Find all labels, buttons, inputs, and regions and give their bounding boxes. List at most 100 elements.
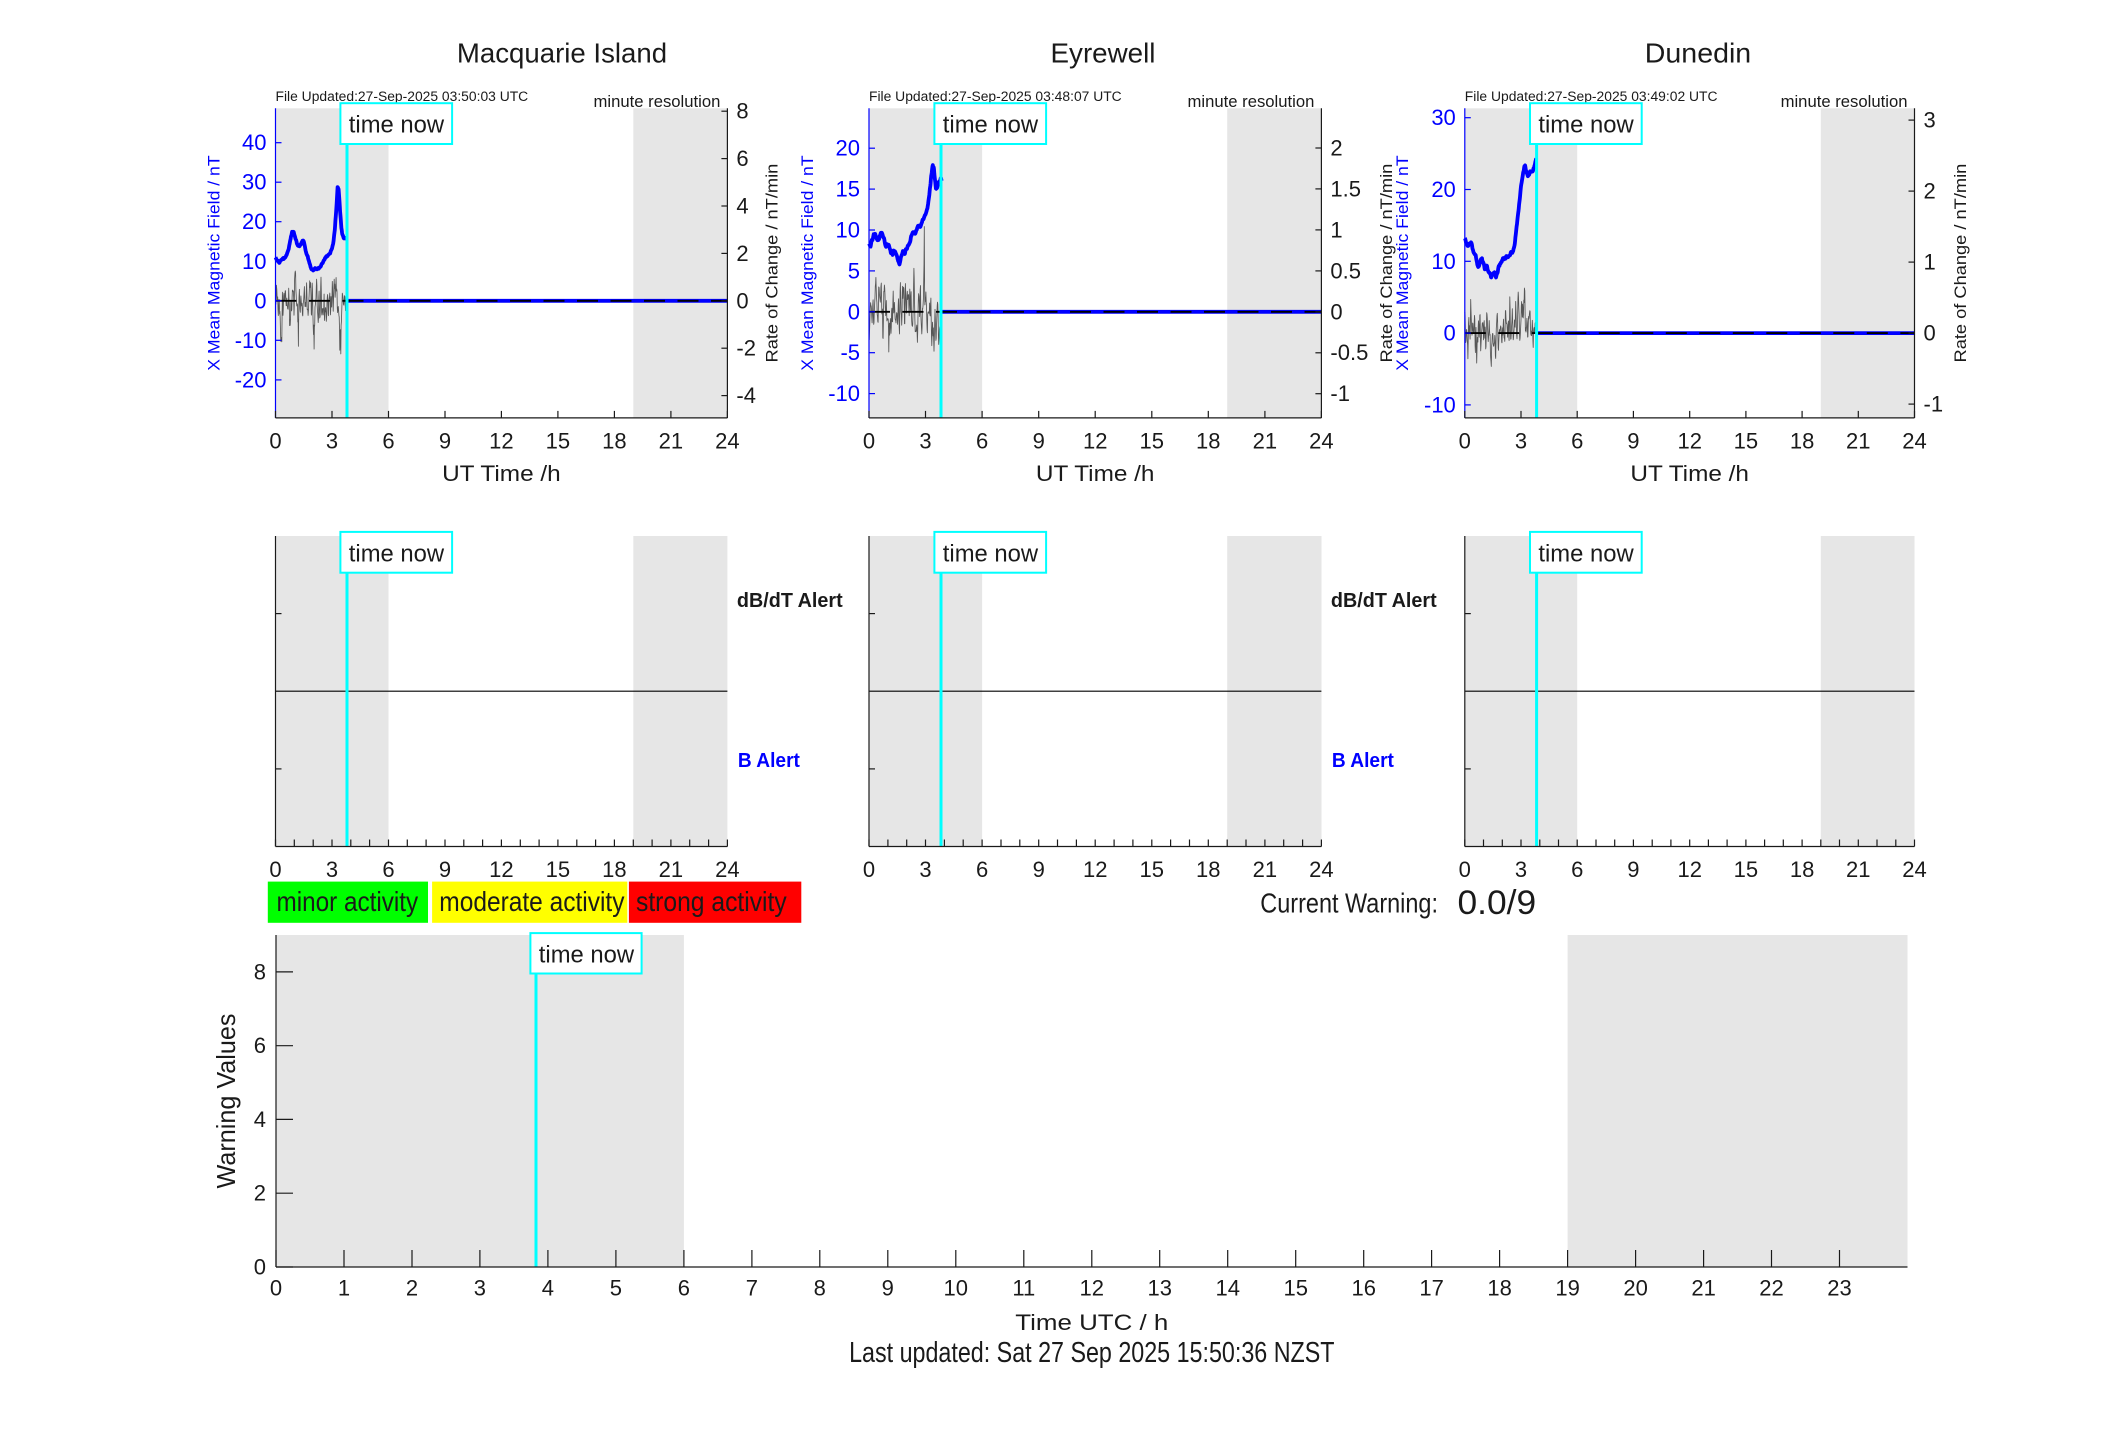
- svg-text:15: 15: [546, 857, 570, 882]
- svg-text:3: 3: [919, 857, 931, 882]
- svg-text:0: 0: [269, 428, 281, 453]
- svg-text:Rate of Change / nT/min: Rate of Change / nT/min: [764, 164, 782, 363]
- svg-text:15: 15: [1140, 428, 1164, 453]
- svg-text:21: 21: [1253, 428, 1277, 453]
- svg-text:14: 14: [1215, 1276, 1239, 1301]
- svg-text:1: 1: [1924, 250, 1936, 275]
- svg-text:10: 10: [836, 218, 860, 243]
- svg-text:-10: -10: [235, 328, 267, 353]
- svg-text:5: 5: [610, 1276, 622, 1301]
- svg-text:0.5: 0.5: [1330, 258, 1361, 283]
- svg-text:30: 30: [1431, 105, 1455, 130]
- svg-text:20: 20: [242, 209, 266, 234]
- svg-text:20: 20: [836, 136, 860, 161]
- svg-text:6: 6: [254, 1033, 266, 1058]
- svg-text:12: 12: [1083, 428, 1107, 453]
- svg-text:7: 7: [746, 1276, 758, 1301]
- svg-text:-10: -10: [828, 381, 860, 406]
- svg-text:5: 5: [848, 258, 860, 283]
- svg-text:time now: time now: [943, 112, 1039, 139]
- svg-text:0: 0: [1924, 321, 1936, 346]
- svg-text:3: 3: [474, 1276, 486, 1301]
- svg-text:B Alert: B Alert: [1332, 750, 1394, 772]
- svg-text:0: 0: [863, 857, 875, 882]
- svg-text:-1: -1: [1330, 381, 1350, 406]
- svg-text:21: 21: [1253, 857, 1277, 882]
- svg-text:30: 30: [242, 170, 266, 195]
- svg-text:23: 23: [1827, 1276, 1851, 1301]
- svg-text:time now: time now: [943, 540, 1039, 567]
- svg-text:18: 18: [1790, 428, 1814, 453]
- svg-text:12: 12: [1677, 428, 1701, 453]
- svg-text:time now: time now: [349, 112, 445, 139]
- svg-text:0: 0: [863, 428, 875, 453]
- svg-text:20: 20: [1623, 1276, 1647, 1301]
- svg-text:18: 18: [1196, 857, 1220, 882]
- svg-text:-2: -2: [736, 336, 756, 361]
- svg-text:12: 12: [1083, 857, 1107, 882]
- svg-text:0: 0: [254, 1255, 266, 1280]
- svg-text:6: 6: [382, 428, 394, 453]
- svg-text:11: 11: [1012, 1276, 1035, 1301]
- svg-text:10: 10: [242, 249, 266, 274]
- svg-text:-0.5: -0.5: [1330, 340, 1368, 365]
- svg-text:0: 0: [1459, 857, 1471, 882]
- svg-text:9: 9: [882, 1276, 894, 1301]
- svg-text:Warning Values: Warning Values: [211, 1014, 241, 1189]
- svg-text:15: 15: [546, 428, 570, 453]
- svg-text:8: 8: [736, 99, 748, 124]
- svg-text:18: 18: [602, 428, 626, 453]
- svg-text:0: 0: [1330, 299, 1342, 324]
- svg-text:22: 22: [1759, 1276, 1783, 1301]
- svg-text:6: 6: [1571, 428, 1583, 453]
- svg-text:21: 21: [659, 428, 683, 453]
- svg-text:6: 6: [382, 857, 394, 882]
- svg-text:0.0/9: 0.0/9: [1458, 884, 1537, 922]
- svg-text:Rate of Change / nT/min: Rate of Change / nT/min: [1952, 164, 1970, 363]
- svg-text:1: 1: [1330, 217, 1342, 242]
- svg-text:6: 6: [976, 857, 988, 882]
- svg-text:9: 9: [1033, 857, 1045, 882]
- svg-text:0: 0: [736, 288, 748, 313]
- svg-text:18: 18: [602, 857, 626, 882]
- svg-text:15: 15: [1734, 857, 1758, 882]
- svg-text:time now: time now: [539, 942, 635, 969]
- svg-text:Current Warning:: Current Warning:: [1260, 887, 1438, 918]
- svg-text:10: 10: [944, 1276, 968, 1301]
- svg-text:9: 9: [1627, 428, 1639, 453]
- svg-text:dB/dT Alert: dB/dT Alert: [1331, 590, 1437, 612]
- svg-text:8: 8: [814, 1276, 826, 1301]
- svg-text:Rate of Change / nT/min: Rate of Change / nT/min: [1378, 164, 1396, 363]
- svg-text:6: 6: [736, 146, 748, 171]
- svg-text:3: 3: [1515, 857, 1527, 882]
- svg-text:24: 24: [715, 428, 739, 453]
- svg-text:18: 18: [1487, 1276, 1511, 1301]
- svg-text:Last updated: Sat 27 Sep 2025: Last updated: Sat 27 Sep 2025 15:50:36 N…: [849, 1337, 1334, 1369]
- svg-text:2: 2: [406, 1276, 418, 1301]
- svg-text:dB/dT Alert: dB/dT Alert: [737, 590, 843, 612]
- svg-text:0: 0: [1459, 428, 1471, 453]
- svg-text:minute resolution: minute resolution: [1781, 92, 1908, 111]
- svg-text:B Alert: B Alert: [738, 750, 800, 772]
- svg-text:UT Time /h: UT Time /h: [1630, 461, 1749, 486]
- svg-text:strong activity: strong activity: [636, 886, 787, 917]
- svg-text:12: 12: [489, 857, 513, 882]
- svg-text:17: 17: [1419, 1276, 1443, 1301]
- svg-text:minute resolution: minute resolution: [594, 92, 721, 111]
- svg-text:3: 3: [1924, 108, 1936, 133]
- svg-text:21: 21: [1846, 857, 1870, 882]
- svg-text:18: 18: [1196, 428, 1220, 453]
- svg-text:6: 6: [976, 428, 988, 453]
- svg-text:3: 3: [326, 857, 338, 882]
- svg-text:15: 15: [1283, 1276, 1307, 1301]
- svg-text:0: 0: [269, 857, 281, 882]
- svg-text:21: 21: [659, 857, 683, 882]
- svg-text:18: 18: [1790, 857, 1814, 882]
- svg-text:UT Time /h: UT Time /h: [442, 461, 561, 486]
- svg-text:2: 2: [736, 241, 748, 266]
- svg-text:UT Time /h: UT Time /h: [1036, 461, 1155, 486]
- svg-text:X Mean Magnetic Field / nT: X Mean Magnetic Field / nT: [1394, 155, 1412, 370]
- svg-text:3: 3: [1515, 428, 1527, 453]
- svg-text:3: 3: [919, 428, 931, 453]
- svg-text:File Updated:27-Sep-2025 03:49: File Updated:27-Sep-2025 03:49:02 UTC: [1465, 89, 1718, 104]
